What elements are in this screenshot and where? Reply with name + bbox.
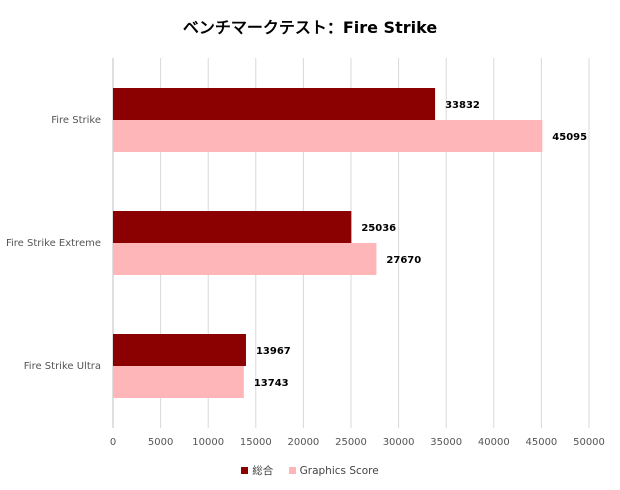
x-tick-label-4: 20000 (287, 437, 319, 448)
category-label-2: Fire Strike Ultra (24, 361, 101, 372)
category-labels: Fire Strike Fire Strike Extreme Fire Strik… (6, 115, 101, 372)
bar-0-1 (113, 120, 543, 152)
data-label-0-1: 45095 (552, 132, 587, 143)
bar-1-0 (113, 211, 352, 243)
x-tick-label-2: 10000 (192, 437, 224, 448)
data-label-1-0: 25036 (361, 223, 396, 234)
x-tick-label-5: 25000 (335, 437, 367, 448)
legend-swatch-series-1 (288, 467, 296, 474)
category-label-1: Fire Strike Extreme (6, 238, 101, 249)
x-tick-label-10: 50000 (573, 437, 605, 448)
legend-item-series-1: Graphics Score (288, 464, 379, 477)
category-label-0: Fire Strike (51, 115, 101, 126)
chart-title: ベンチマークテスト：Fire Strike (182, 18, 438, 37)
bar-2-1 (113, 366, 244, 398)
bar-1-1 (113, 243, 377, 275)
x-tick-label-0: 0 (110, 437, 116, 448)
legend-swatch-series-0 (241, 467, 249, 474)
bar-chart: Fire Strike Fire Strike Extreme Fire Strik… (6, 58, 605, 448)
bars (113, 88, 543, 398)
legend-item-series-0: 総合 (241, 463, 273, 478)
x-tick-label-1: 5000 (148, 437, 173, 448)
legend: 総合 Graphics Score (0, 463, 620, 478)
legend-label-series-0: 総合 (252, 465, 274, 477)
data-label-2-1: 13743 (254, 378, 289, 389)
x-tick-label-7: 35000 (430, 437, 462, 448)
legend-label-series-1: Graphics Score (299, 464, 379, 477)
data-label-1-1: 27670 (386, 255, 421, 266)
x-tick-label-6: 30000 (383, 437, 415, 448)
data-labels: 33832 45095 25036 27670 13967 13743 (254, 100, 587, 389)
bar-0-0 (113, 88, 436, 120)
bar-2-0 (113, 334, 246, 366)
tick-labels: 0 5000 10000 15000 20000 25000 30000 35000 40000… (110, 437, 605, 448)
data-label-0-0: 33832 (445, 100, 480, 111)
x-tick-label-8: 40000 (478, 437, 510, 448)
data-label-2-0: 13967 (256, 346, 291, 357)
x-tick-label-9: 45000 (525, 437, 557, 448)
x-tick-label-3: 15000 (240, 437, 272, 448)
